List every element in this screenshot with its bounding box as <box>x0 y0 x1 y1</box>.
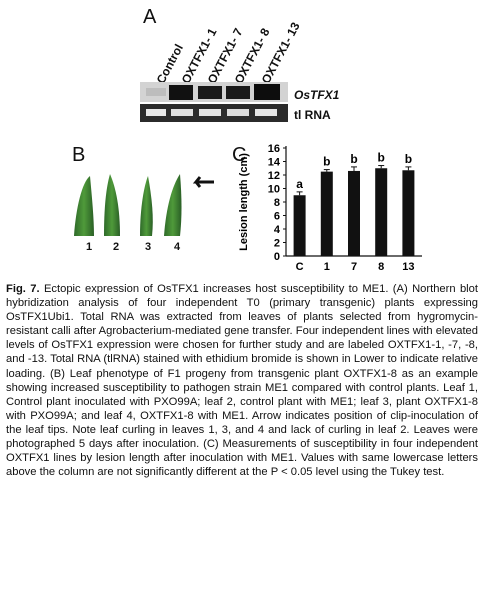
y-tick-label: 0 <box>274 251 280 263</box>
blot-label-ostfx1: OsTFX1 <box>294 88 340 102</box>
x-tick-label: 8 <box>378 261 384 273</box>
x-tick-label: 13 <box>402 261 414 273</box>
panel-a-letter: A <box>143 6 157 28</box>
y-tick-label: 8 <box>274 197 280 209</box>
bar <box>293 195 306 256</box>
significance-letter: b <box>323 155 330 169</box>
x-tick-label: 1 <box>324 261 330 273</box>
significance-letter: b <box>405 152 412 166</box>
y-tick-label: 16 <box>268 143 280 155</box>
y-tick-label: 6 <box>274 211 280 223</box>
caption-label: Fig. 7. <box>6 283 40 295</box>
leaf-number: 4 <box>174 241 181 253</box>
y-tick-label: 14 <box>268 157 281 169</box>
leaf-photo <box>74 174 214 236</box>
leaf-number: 2 <box>113 241 120 253</box>
significance-letter: a <box>296 177 303 191</box>
bar <box>375 168 388 256</box>
y-tick-label: 10 <box>268 184 280 196</box>
y-tick-label: 2 <box>274 238 280 250</box>
y-axis-label: Lesion length (cm) <box>238 153 250 251</box>
x-tick-label: 7 <box>351 261 357 273</box>
panel-b-letter: B <box>72 144 86 166</box>
leaf-number: 1 <box>86 241 93 253</box>
figure-caption: Fig. 7. Ectopic expression of OsTFX1 inc… <box>6 282 478 479</box>
bar <box>402 170 415 256</box>
significance-letter: b <box>378 151 385 165</box>
northern-blot <box>140 82 288 122</box>
x-tick-label: C <box>296 261 304 273</box>
y-tick-label: 4 <box>274 224 281 236</box>
leaf-number: 3 <box>145 241 152 253</box>
bar <box>320 171 333 256</box>
significance-letter: b <box>350 152 357 166</box>
caption-text: Ectopic expression of OsTFX1 increases h… <box>6 283 479 479</box>
y-tick-label: 12 <box>268 170 280 182</box>
panel-c-letter: C <box>232 144 247 166</box>
bar <box>348 170 360 256</box>
blot-label-tlrna: tl RNA <box>294 108 331 122</box>
